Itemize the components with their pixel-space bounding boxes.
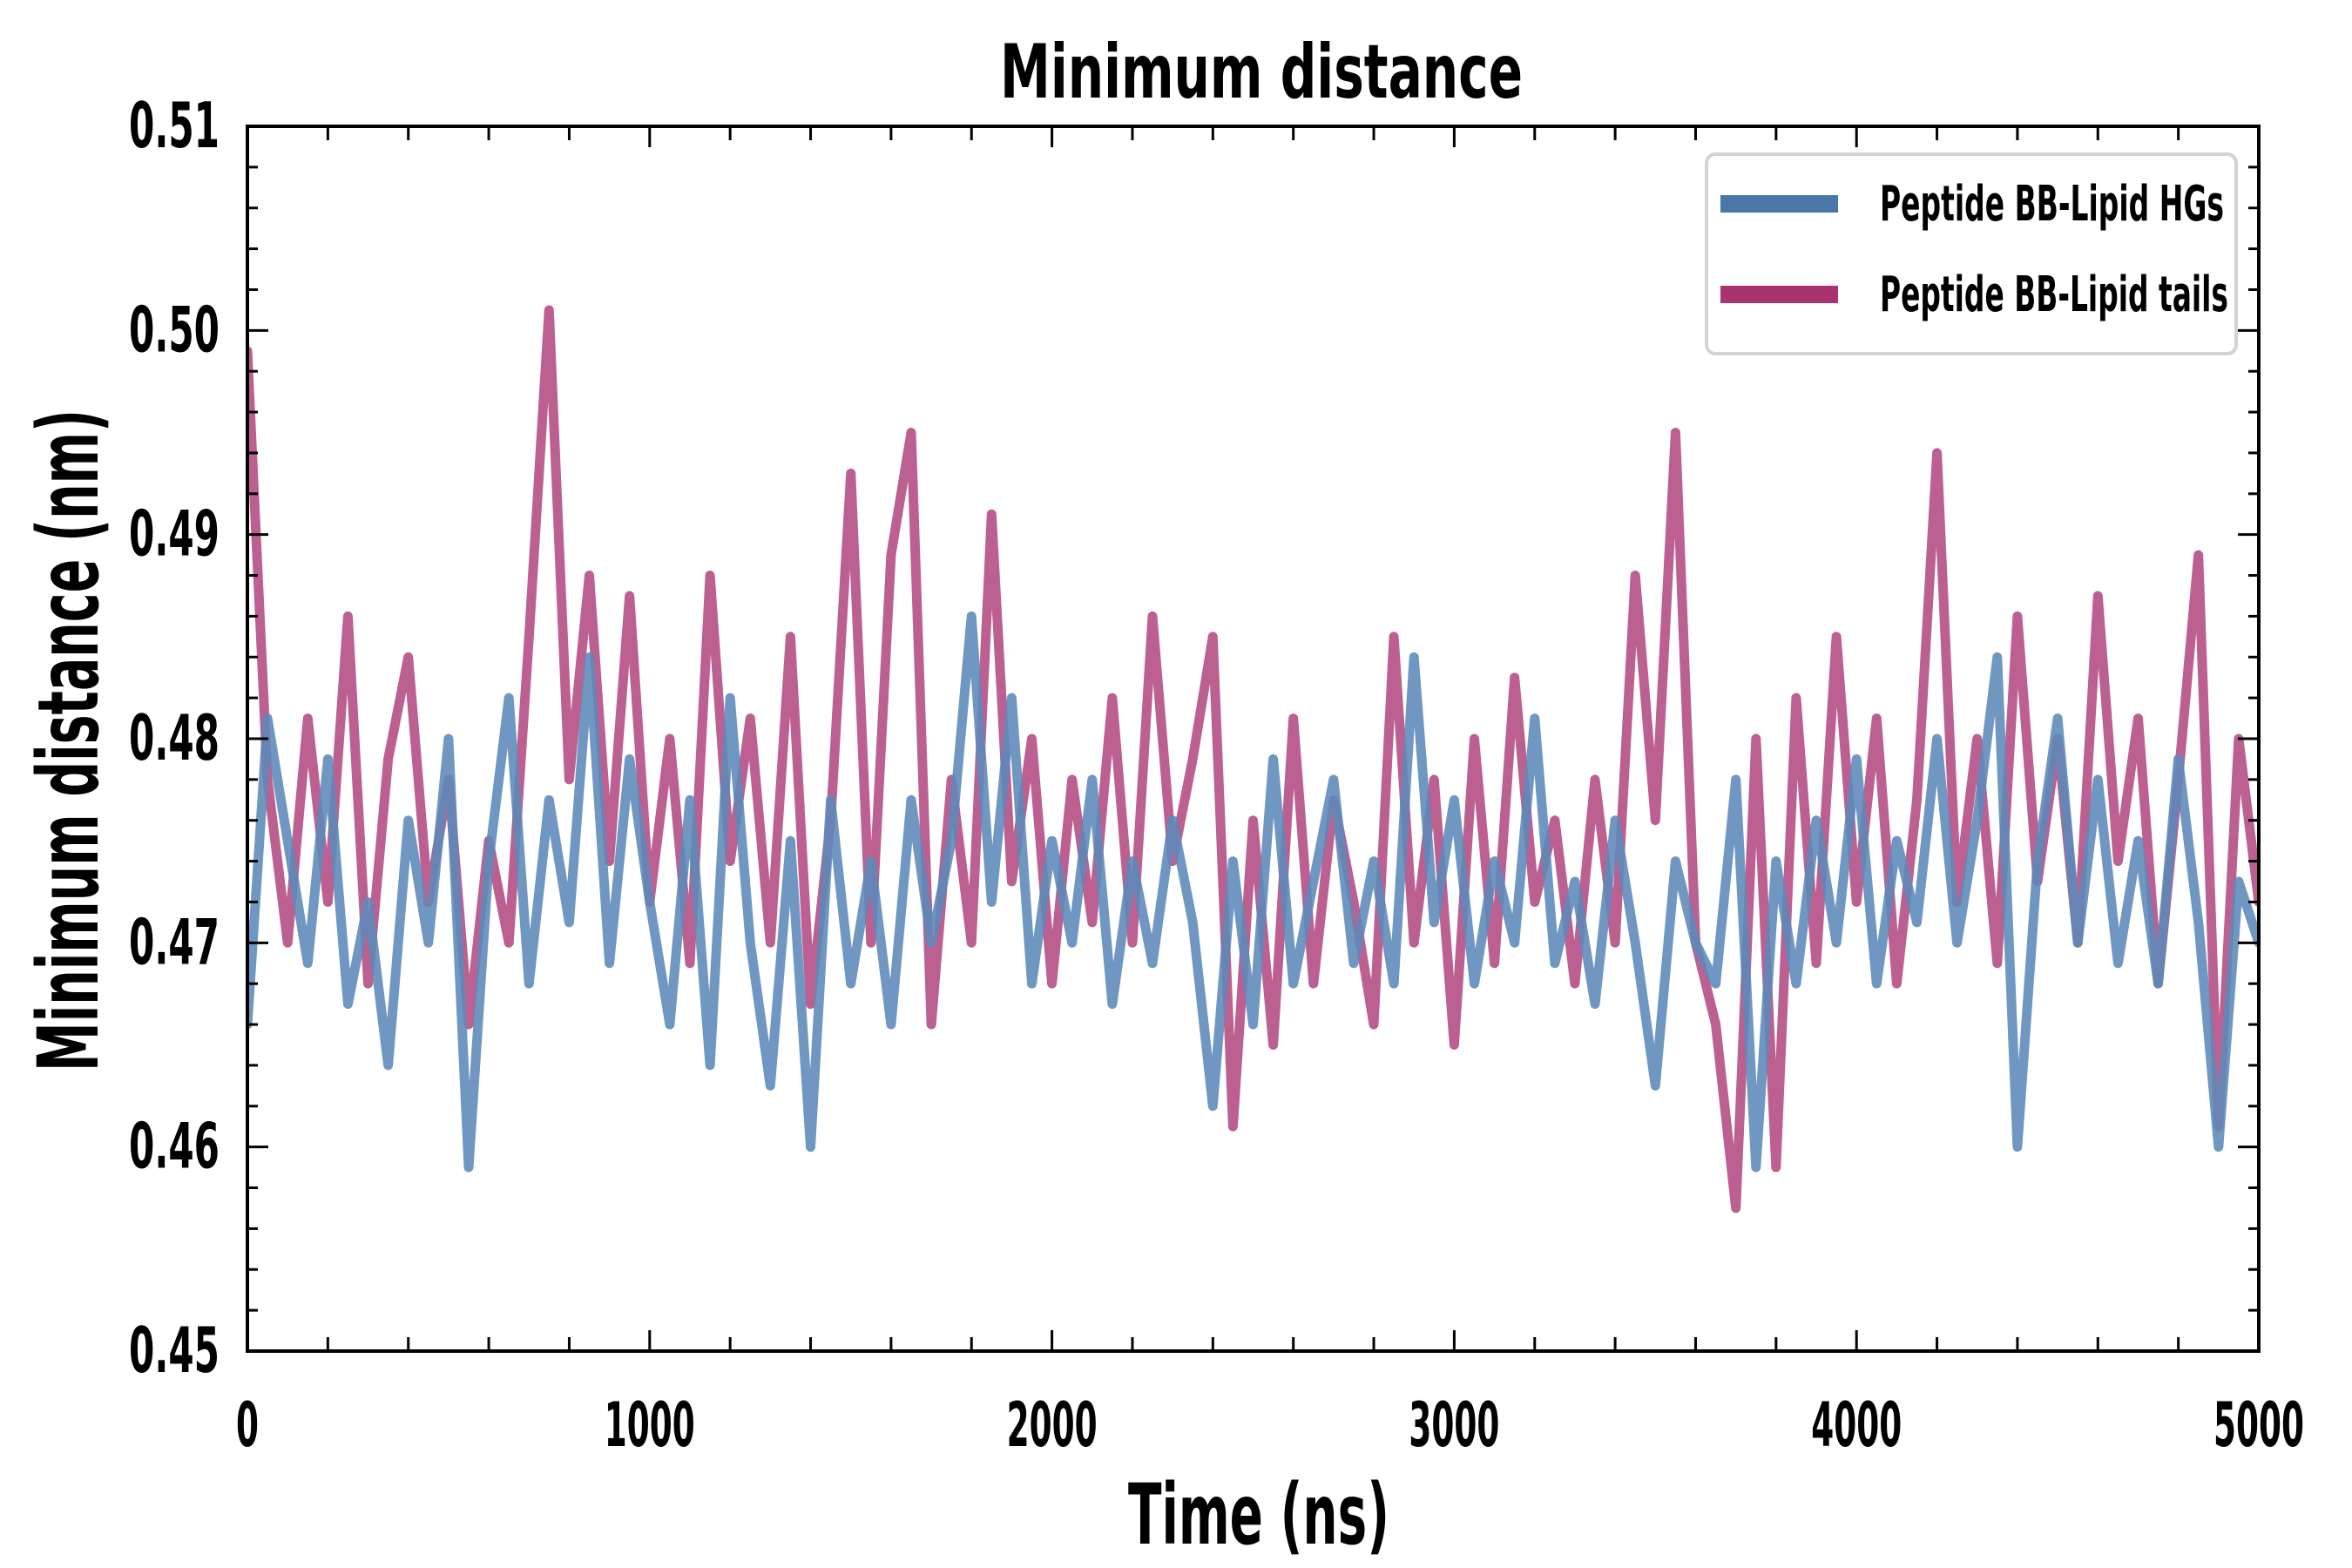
y-tick-label: 0.49 [129,497,220,571]
x-tick-label: 5000 [2213,1389,2304,1461]
legend-frame [1705,152,2238,355]
y-tick-label: 0.48 [129,701,220,774]
y-tick-label: 0.45 [129,1314,220,1387]
chart-title: Minimum distance [1000,29,1523,116]
axes: 0 1000 2000 3000 4000 5000 0.45 0.46 0.47 0.48 0.4… [129,89,2304,1461]
y-tick-label: 0.50 [129,293,220,366]
y-tick-label: 0.46 [129,1110,220,1183]
x-tick-label: 1000 [605,1389,695,1461]
series-layer [247,305,2259,1213]
x-tick-label: 3000 [1409,1389,1499,1461]
y-tick-label: 0.51 [129,89,220,162]
legend: Peptide BB-Lipid HGs Peptide BB-Lipid ta… [1705,152,2238,355]
series-line-tails [247,305,2259,1213]
y-axis-label: Minimum distance (nm) [20,409,118,1071]
x-tick-label: 2000 [1007,1389,1098,1461]
y-tick-label: 0.47 [129,905,220,978]
x-axis-label: Time (ns) [1128,1466,1389,1564]
legend-label-hgs: Peptide BB-Lipid HGs [1880,176,2224,233]
x-tick-label: 4000 [1811,1389,1902,1461]
legend-label-tails: Peptide BB-Lipid tails [1880,267,2228,323]
series-line-hgs [247,611,2259,1173]
x-tick-label: 0 [236,1389,259,1461]
